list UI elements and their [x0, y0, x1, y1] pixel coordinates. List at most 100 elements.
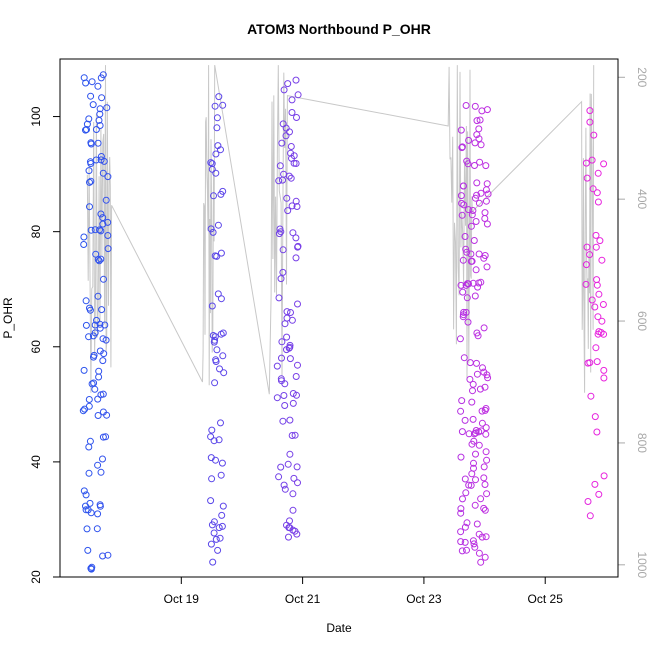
scatter-point	[482, 424, 490, 432]
scatter-point	[284, 207, 292, 215]
scatter-point	[481, 406, 489, 414]
scatter-point	[86, 203, 93, 211]
scatter-point	[293, 203, 301, 210]
scatter-point	[467, 257, 475, 265]
scatter-point	[99, 552, 107, 560]
scatter-point	[288, 154, 295, 162]
scatter-point	[289, 229, 297, 237]
scatter-point	[589, 185, 597, 193]
scatter-point	[85, 115, 93, 123]
scatter-point	[474, 283, 482, 291]
scatter-point	[472, 476, 479, 484]
scatter-point	[462, 281, 470, 289]
scatter-point	[473, 329, 481, 337]
scatter-point	[208, 302, 216, 310]
scatter-point	[463, 294, 471, 302]
scatter-point	[587, 392, 595, 400]
scatter-point	[102, 196, 110, 204]
scatter-point	[293, 114, 300, 121]
scatter-point	[473, 117, 481, 125]
scatter-point	[600, 374, 608, 382]
scatter-point	[217, 146, 224, 154]
scatter-point	[598, 256, 606, 264]
scatter-point	[287, 143, 295, 150]
scatter-point	[294, 300, 301, 308]
scatter-point	[467, 481, 475, 489]
scatter-point	[289, 506, 297, 514]
scatter-point	[275, 473, 283, 481]
scatter-point	[90, 351, 98, 359]
scatter-point	[470, 540, 478, 548]
scatter-point	[471, 543, 479, 551]
scatter-point	[293, 463, 301, 471]
scatter-point	[283, 314, 291, 322]
scatter-point	[470, 459, 477, 467]
scatter-point	[282, 132, 290, 140]
scatter-point	[591, 480, 599, 488]
scatter-point	[88, 78, 96, 86]
scatter-point	[592, 231, 600, 239]
scatter-point	[97, 210, 105, 218]
scatter-point	[99, 214, 107, 222]
scatter-point	[472, 450, 479, 458]
scatter-point	[471, 139, 479, 147]
scatter-point	[600, 160, 608, 168]
scatter-point	[463, 157, 471, 165]
scatter-point	[286, 355, 294, 363]
scatter-point	[95, 116, 103, 124]
scatter-point	[95, 257, 103, 265]
scatter-point	[83, 525, 91, 533]
scatter-point	[591, 413, 599, 421]
scatter-point	[462, 102, 470, 109]
axes: Oct 19 Oct 21 Oct 23 Oct 25 20 40 60 80 100 200 40…	[29, 67, 649, 606]
scatter-point	[87, 140, 95, 148]
scatter-point	[592, 243, 600, 251]
overlay-line-series	[86, 65, 595, 395]
scatter-point	[281, 402, 289, 409]
scatter-point	[275, 177, 283, 185]
scatter-point	[94, 139, 102, 147]
scatter-point	[593, 281, 601, 289]
scatter-point	[483, 180, 491, 188]
scatter-point	[99, 433, 107, 441]
scatter-point	[458, 143, 466, 151]
scatter-point	[94, 461, 102, 469]
scatter-point	[85, 443, 93, 451]
scatter-point	[86, 499, 94, 507]
scatter-point	[273, 362, 281, 370]
scatter-point	[469, 415, 477, 423]
scatter-point	[461, 233, 469, 240]
scatter-point	[104, 232, 112, 239]
scatter-point	[79, 407, 87, 415]
scatter-point	[596, 237, 604, 245]
scatter-point	[483, 220, 491, 228]
y-tick-label: 60	[29, 340, 43, 354]
scatter-point	[218, 511, 226, 519]
scatter-point	[95, 373, 103, 381]
scatter-point	[92, 250, 100, 258]
scatter-point	[484, 190, 492, 198]
scatter-point	[289, 490, 297, 498]
scatter-point	[95, 367, 103, 375]
scatter-point	[482, 430, 490, 438]
scatter-point	[279, 246, 287, 254]
scatter-point	[99, 220, 107, 228]
scatter-point	[86, 437, 94, 445]
scatter-point	[286, 517, 293, 525]
scatter-point	[292, 197, 300, 205]
scatter-point	[275, 294, 283, 302]
scatter-point	[288, 432, 296, 439]
scatter-point	[219, 502, 227, 510]
scatter-point	[458, 428, 466, 436]
scatter-point	[213, 346, 221, 354]
scatter-point	[600, 366, 608, 374]
scatter-point	[284, 460, 292, 468]
scatter-point	[96, 320, 104, 328]
scatter-point	[471, 292, 479, 300]
scatter-point	[594, 198, 602, 206]
scatter-point	[459, 182, 467, 190]
scatter-point	[293, 391, 300, 399]
scatter-point	[477, 495, 485, 503]
scatter-point	[477, 189, 485, 197]
